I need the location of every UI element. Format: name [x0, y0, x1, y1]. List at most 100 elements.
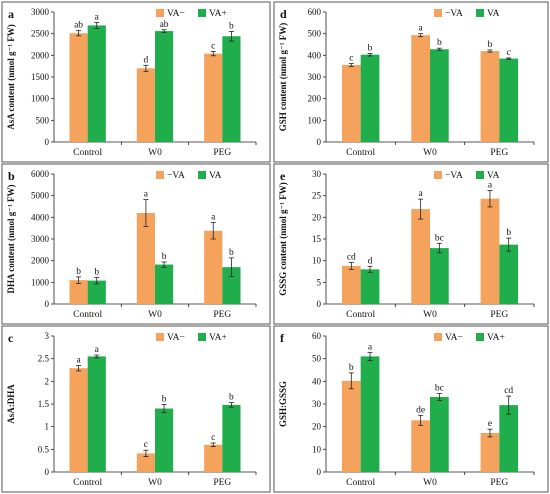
y-tick-label: 200 [308, 94, 322, 104]
legend-label: −VA [445, 9, 463, 19]
legend: VA− VA+ [156, 333, 227, 343]
y-tick-label: 30 [312, 169, 322, 179]
x-tick-label: W0 [423, 478, 437, 488]
significance-letter: b [162, 394, 167, 404]
x-tick-label: Control [346, 148, 375, 158]
legend-label: VA+ [209, 9, 227, 19]
x-tick-label: PEG [490, 148, 508, 158]
panel-letter: f [280, 331, 285, 345]
x-tick-label: W0 [148, 148, 162, 158]
panel-d: d GSH content (nmol g⁻¹ FW) 0 100 200 300 400 5… [273, 1, 549, 163]
panel-f: f GSH:GSSG 0 10 20 30 40 50 60 Control b a W0 de bc PEG… [273, 325, 549, 493]
significance-letter: d [144, 55, 149, 65]
bar [222, 404, 241, 472]
bar [69, 33, 88, 142]
y-tick-label: 300 [308, 72, 322, 82]
legend-label: VA− [167, 333, 185, 343]
y-axis-label: GSSG content (nmol g⁻¹ FW) [278, 182, 288, 295]
legend-label: VA+ [209, 333, 227, 343]
x-tick-label: PEG [490, 310, 508, 320]
legend-swatch [476, 9, 484, 17]
panel-letter: b [8, 169, 15, 183]
significance-letter: bc [435, 233, 444, 243]
legend-label: VA− [445, 333, 463, 343]
significance-letter: b [368, 43, 373, 53]
legend-label: VA− [167, 9, 185, 19]
y-tick-label: 30 [312, 399, 322, 409]
y-tick-label: 3000 [31, 234, 50, 244]
x-tick-label: PEG [490, 478, 508, 488]
y-tick-label: 3 [45, 331, 50, 341]
legend-swatch [198, 333, 206, 341]
bar [222, 267, 241, 304]
significance-letter: b [349, 363, 354, 373]
bar [204, 53, 223, 142]
legend-label: VA [487, 171, 500, 181]
bar [360, 356, 380, 472]
legend-swatch [156, 333, 164, 341]
y-tick-label: 6000 [31, 169, 50, 179]
y-tick-label: 50 [312, 354, 322, 364]
significance-letter: b [229, 248, 234, 258]
x-tick-label: Control [346, 478, 375, 488]
y-tick-label: 1000 [31, 277, 50, 287]
x-tick-label: W0 [148, 478, 162, 488]
legend-swatch [476, 333, 484, 341]
y-tick-label: 4000 [31, 212, 50, 222]
y-tick-label: 2000 [31, 50, 50, 60]
significance-letter: de [416, 405, 425, 415]
legend: VA− VA+ [434, 333, 505, 343]
bar [69, 368, 88, 472]
y-axis-label: DHA content (nmol g⁻¹ FW) [6, 185, 16, 294]
bar [430, 248, 449, 304]
significance-letter: b [437, 38, 442, 48]
panel-letter: c [8, 331, 14, 345]
significance-letter: b [229, 393, 234, 403]
significance-letter: a [488, 180, 493, 190]
significance-letter: ab [160, 20, 169, 30]
y-axis-label: AsA content (nmol g⁻¹ FW) [6, 24, 16, 129]
x-tick-label: Control [346, 310, 375, 320]
bar [155, 264, 174, 304]
legend-swatch [156, 9, 164, 17]
bar [341, 65, 361, 142]
bar [499, 58, 519, 143]
significance-letter: c [507, 48, 511, 58]
y-tick-label: 40 [312, 376, 322, 386]
y-tick-label: 3000 [31, 7, 50, 17]
legend-swatch [198, 9, 206, 17]
panel-c: c AsA:DHA 0 0.5 1 1.5 2 2.5 3 Control a a W0 c b PEG c b V… [1, 325, 271, 493]
y-tick-label: 1.5 [38, 399, 50, 409]
significance-letter: b [76, 267, 81, 277]
y-tick-label: 500 [308, 29, 322, 39]
y-tick-label: 500 [36, 115, 50, 125]
significance-letter: b [506, 228, 511, 238]
y-tick-label: 2.5 [38, 354, 50, 364]
y-tick-label: 25 [312, 191, 322, 201]
legend-swatch [476, 171, 484, 179]
bar [411, 420, 430, 472]
significance-letter: a [211, 213, 216, 223]
bar [360, 54, 380, 142]
bar [430, 49, 449, 143]
bar [204, 230, 223, 304]
significance-letter: d [368, 256, 373, 266]
y-tick-label: 10 [312, 256, 322, 266]
x-tick-label: Control [73, 310, 102, 320]
significance-letter: ab [74, 21, 83, 31]
y-tick-label: 10 [312, 444, 322, 454]
y-tick-label: 1500 [31, 72, 50, 82]
x-tick-label: W0 [148, 310, 162, 320]
significance-letter: a [95, 345, 100, 355]
x-tick-label: PEG [213, 148, 231, 158]
bar [480, 433, 500, 472]
significance-letter: b [229, 22, 234, 32]
bar [480, 198, 500, 304]
y-tick-label: 2 [45, 376, 50, 386]
x-tick-label: W0 [423, 148, 437, 158]
panel-letter: a [8, 7, 14, 21]
significance-letter: b [162, 252, 167, 262]
legend-label: VA+ [487, 333, 505, 343]
significance-letter: bc [435, 384, 444, 394]
bar [360, 269, 380, 304]
